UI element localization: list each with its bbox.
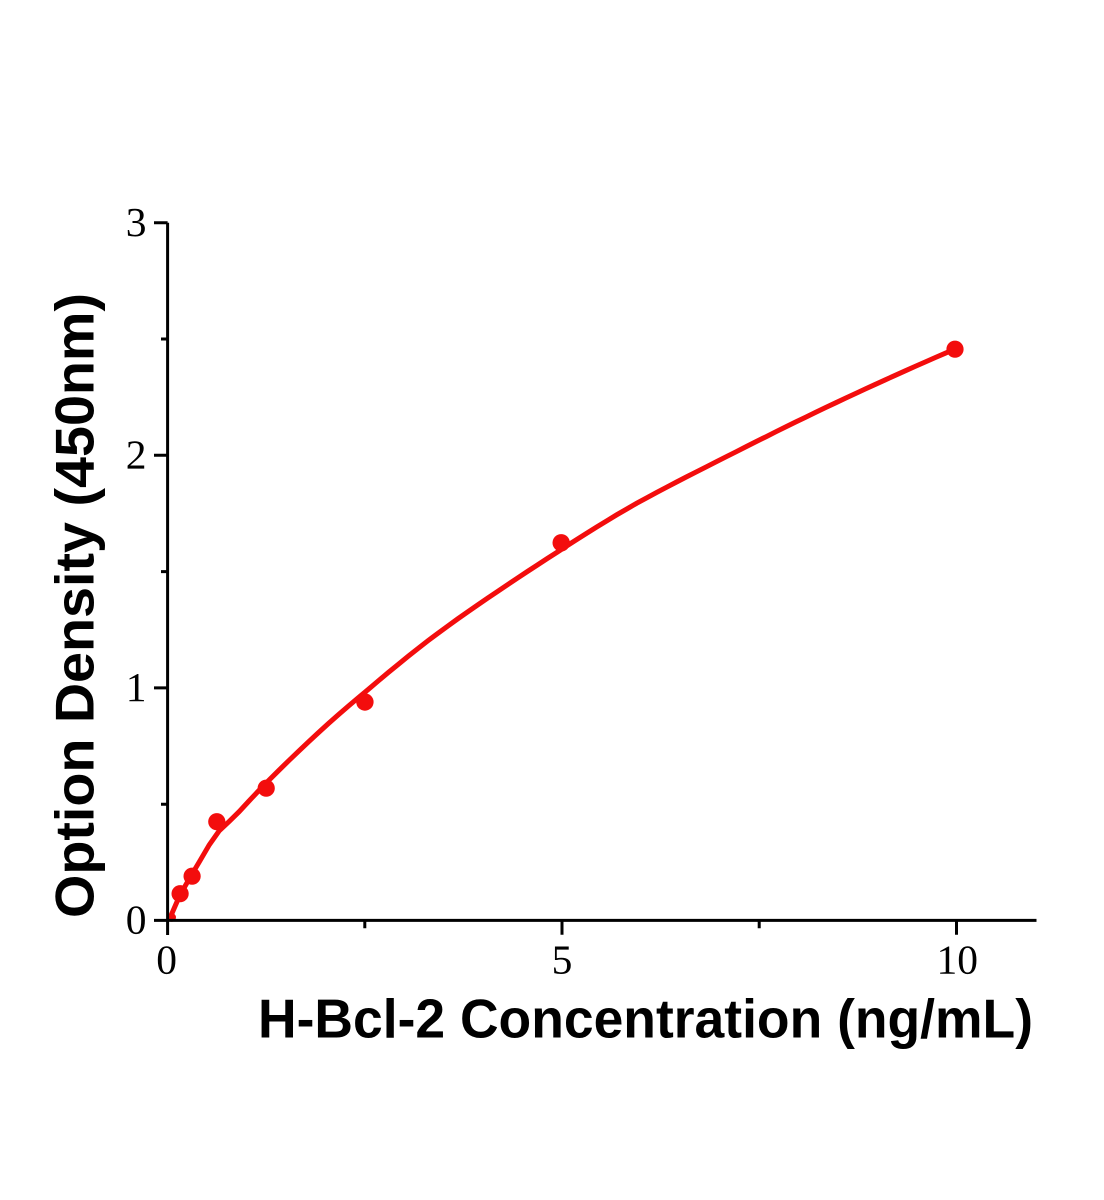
svg-text:0: 0 bbox=[126, 897, 147, 943]
svg-text:1: 1 bbox=[126, 664, 147, 710]
svg-text:5: 5 bbox=[552, 937, 573, 983]
svg-text:H-Bcl-2 Concentration (ng/mL): H-Bcl-2 Concentration (ng/mL) bbox=[258, 988, 1033, 1050]
svg-text:10: 10 bbox=[937, 937, 979, 983]
svg-text:Option Density (450nm): Option Density (450nm) bbox=[44, 293, 106, 918]
svg-text:2: 2 bbox=[126, 432, 147, 478]
svg-text:3: 3 bbox=[126, 199, 147, 245]
svg-text:0: 0 bbox=[156, 937, 177, 983]
